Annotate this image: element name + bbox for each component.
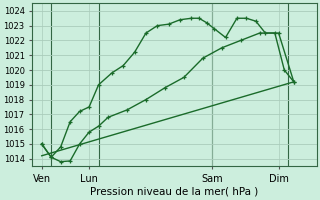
- X-axis label: Pression niveau de la mer( hPa ): Pression niveau de la mer( hPa ): [90, 187, 259, 197]
